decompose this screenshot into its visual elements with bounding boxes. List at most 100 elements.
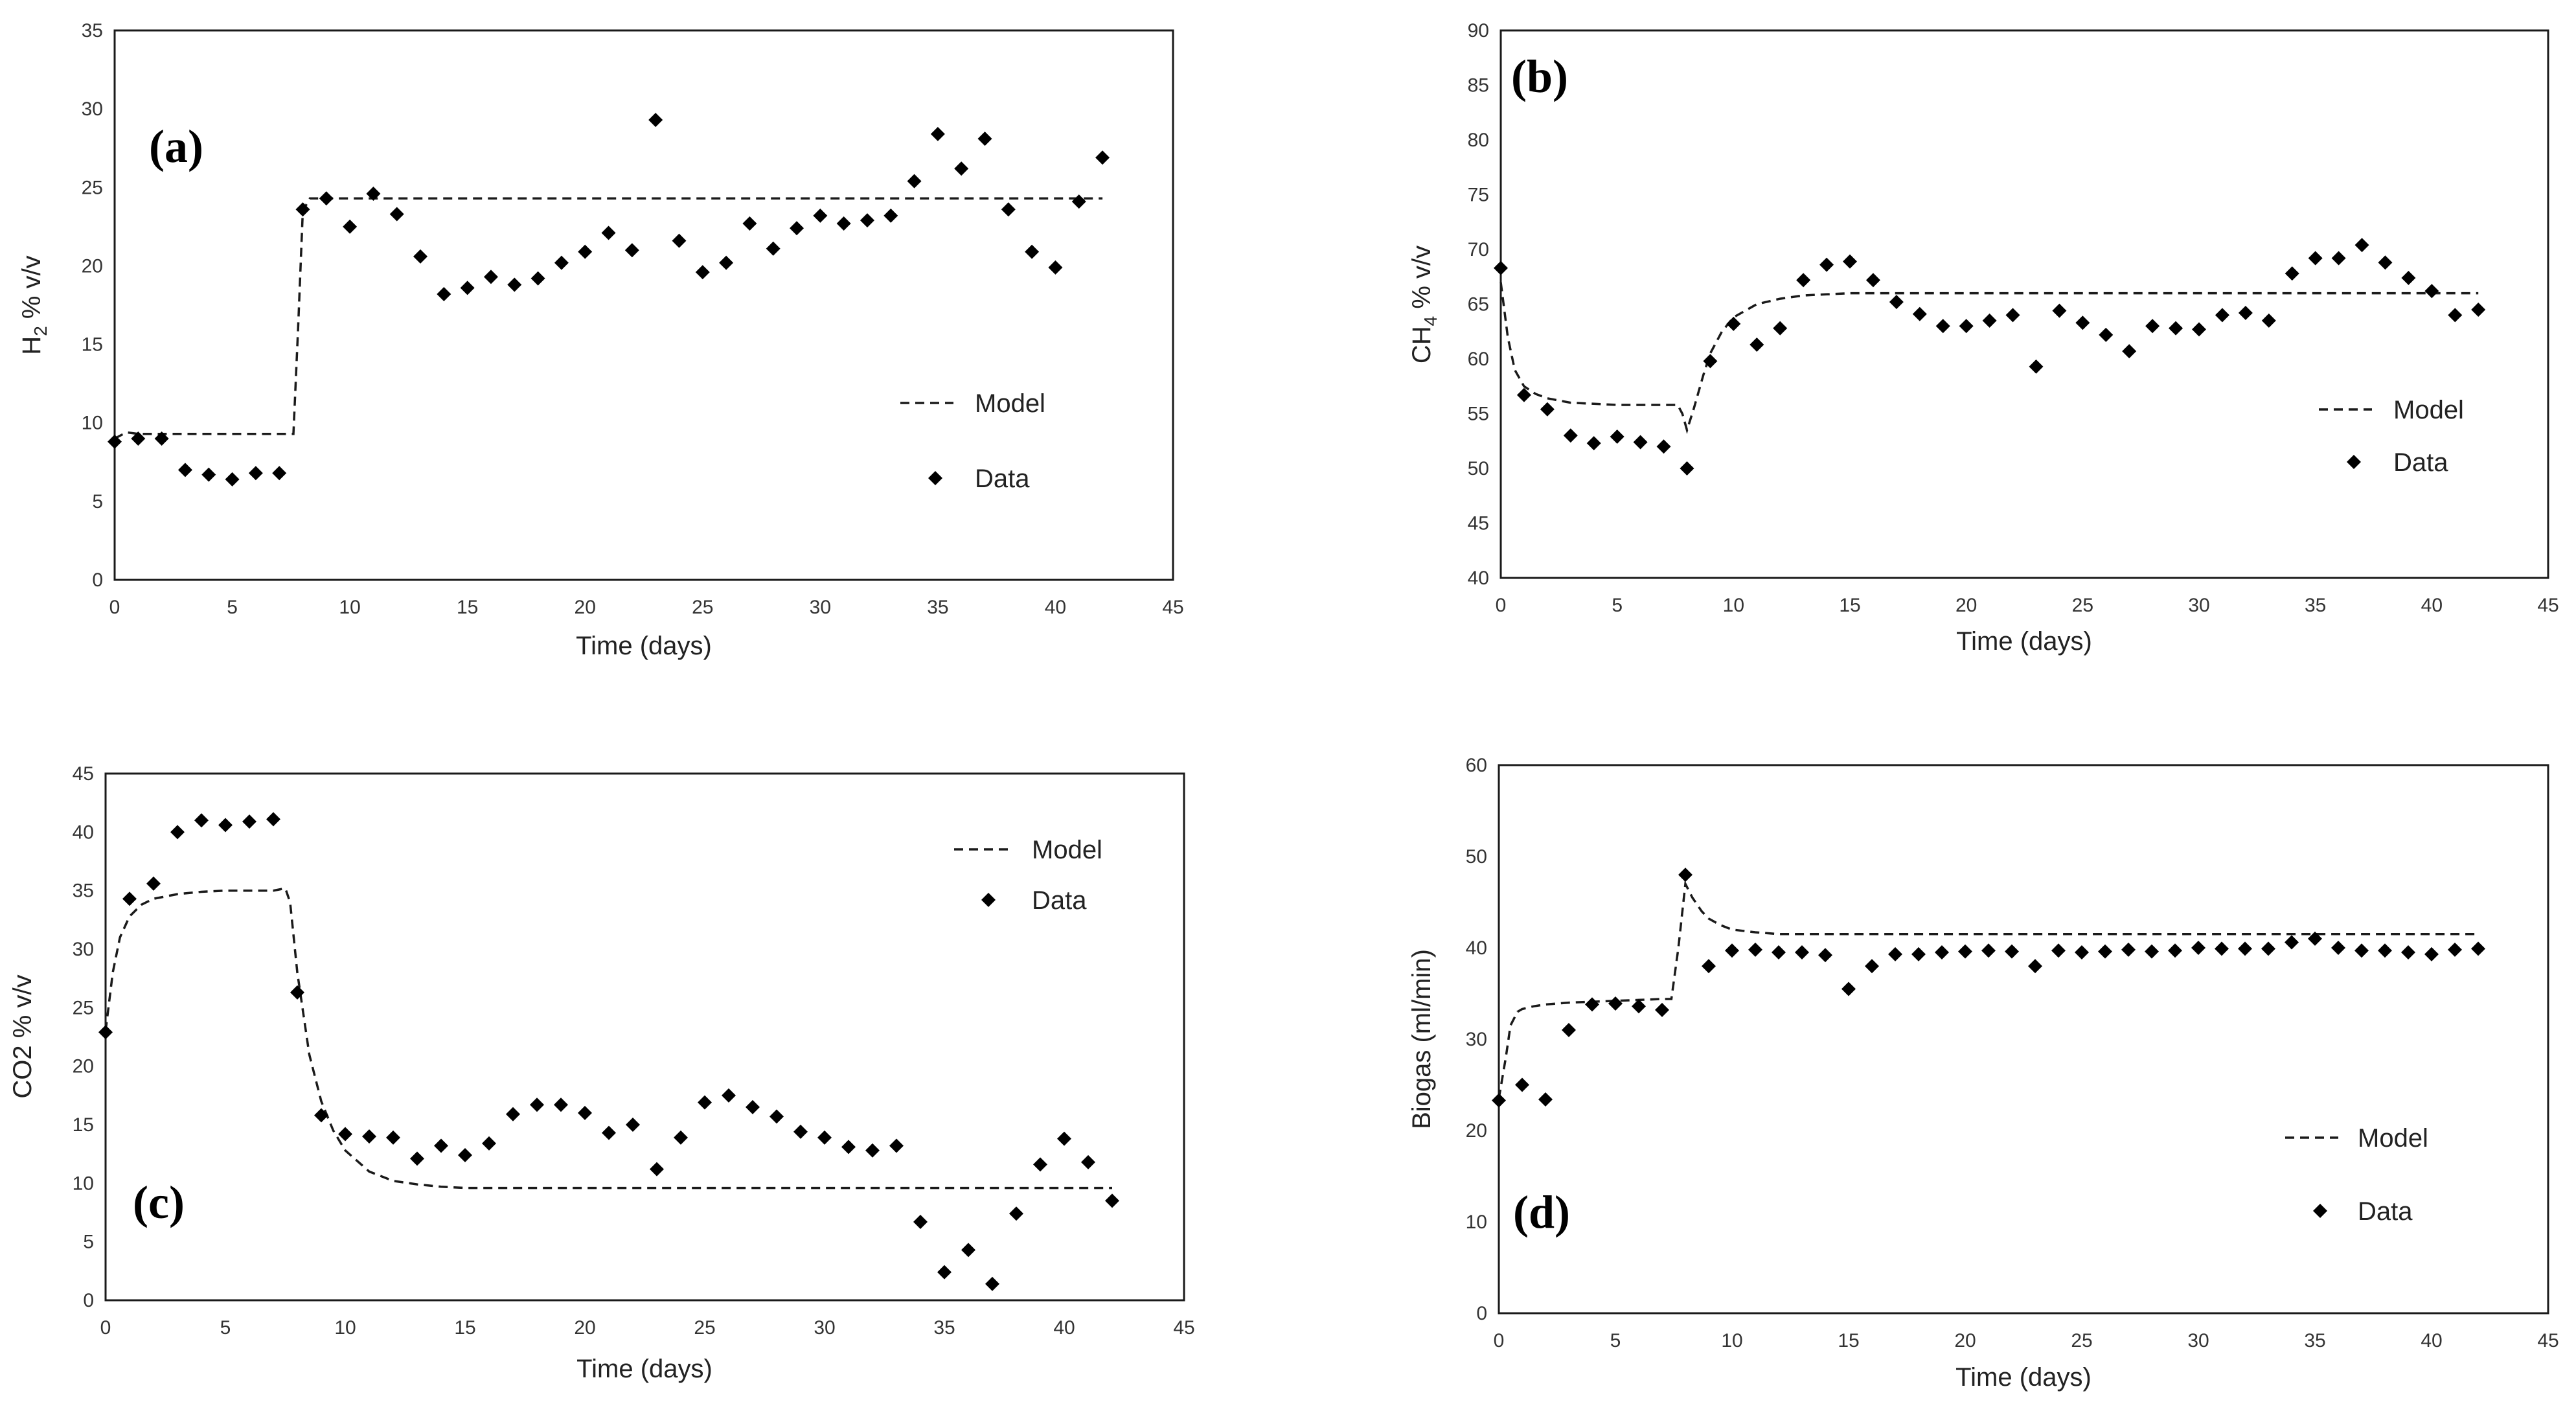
data-point	[1057, 1131, 1071, 1146]
data-point	[1105, 1193, 1119, 1208]
data-point	[2331, 941, 2345, 955]
data-point	[2354, 238, 2369, 253]
data-point	[695, 265, 710, 280]
y-tick-label: 60	[1468, 349, 1489, 370]
x-tick-label: 25	[2072, 595, 2093, 616]
data-point	[530, 1097, 544, 1112]
x-tick-label: 45	[1173, 1317, 1194, 1338]
y-tick-label: 40	[1466, 937, 1487, 959]
data-point	[719, 255, 734, 270]
x-axis-title: Time (days)	[576, 632, 712, 660]
data-point	[2401, 945, 2415, 960]
x-tick-label: 30	[2187, 1330, 2209, 1351]
x-tick-label: 40	[2421, 595, 2443, 616]
x-tick-label: 30	[810, 597, 831, 618]
data-point	[698, 1095, 712, 1110]
data-point	[1772, 945, 1786, 960]
data-point	[338, 1127, 352, 1142]
data-point	[483, 270, 498, 284]
y-tick-label: 70	[1468, 239, 1489, 260]
legend-model-label: Model	[2358, 1124, 2428, 1153]
y-tick-label: 35	[82, 20, 103, 41]
data-point	[2145, 319, 2160, 334]
data-point	[507, 277, 522, 292]
data-point	[578, 1105, 592, 1120]
data-point	[362, 1129, 376, 1144]
x-tick-label: 15	[457, 597, 478, 618]
x-tick-label: 0	[1496, 595, 1507, 616]
x-tick-label: 15	[454, 1317, 475, 1338]
data-point	[1912, 306, 1927, 321]
y-tick-label: 15	[82, 334, 103, 356]
data-point	[1819, 257, 1834, 272]
data-point	[458, 1147, 472, 1162]
legend-model-label: Model	[2393, 396, 2464, 424]
data-point	[1958, 944, 1972, 959]
plot-area	[104, 772, 1185, 1302]
chart-panel-c: 0 5 10 15 20 25 30 35 40 45 0 5 10 15 20 25 30 35 40 45 Time…	[8, 763, 1195, 1383]
chart-panel-a: 0 5 10 15 20 25 30 35 40 45 0 5 10 15 20 25 30 35 Time (da…	[17, 20, 1184, 660]
plot-area	[1499, 29, 2549, 579]
data-point	[672, 233, 687, 248]
panel-label: (b)	[1511, 51, 1568, 102]
data-point	[1911, 947, 1926, 961]
x-tick-label: 5	[227, 597, 238, 618]
data-point	[437, 287, 451, 302]
y-tick-label: 40	[1468, 568, 1489, 589]
x-tick-label: 20	[574, 1317, 595, 1338]
legend-data-label: Data	[2358, 1197, 2413, 1226]
data-point	[977, 132, 992, 146]
data-point	[624, 243, 639, 258]
data-point	[98, 1025, 113, 1040]
data-point	[2028, 959, 2042, 974]
data-point	[266, 812, 280, 827]
data-point	[1585, 997, 1599, 1012]
legend-data-swatch	[981, 893, 996, 907]
data-point	[2099, 327, 2114, 342]
data-point	[1562, 1022, 1576, 1037]
x-tick-label: 40	[1045, 597, 1066, 618]
data-point	[2424, 284, 2439, 299]
data-point	[1726, 316, 1741, 331]
data-point	[122, 891, 137, 906]
y-axis-title: CH4 % v/v	[1408, 246, 1441, 363]
y-tick-label: 80	[1468, 130, 1489, 151]
data-point	[194, 813, 209, 828]
y-tick-label: 0	[1476, 1303, 1487, 1324]
data-point	[2448, 942, 2462, 957]
x-tick-label: 30	[814, 1317, 835, 1338]
data-point	[650, 1162, 664, 1177]
panel-label: (a)	[149, 121, 203, 172]
y-axis-title-subscript: 4	[1420, 316, 1441, 327]
data-point	[1981, 943, 1996, 958]
data-point	[218, 818, 233, 833]
x-tick-label: 10	[339, 597, 360, 618]
data-point	[2121, 942, 2136, 957]
data-point	[2029, 359, 2044, 374]
y-tick-label: 40	[73, 821, 94, 843]
y-tick-label: 0	[92, 569, 103, 591]
data-point	[1935, 319, 1950, 334]
data-point	[389, 207, 404, 222]
x-tick-label: 0	[1494, 1330, 1505, 1351]
data-point	[954, 161, 969, 176]
data-point	[2005, 308, 2020, 323]
data-point	[1095, 150, 1110, 165]
y-tick-label: 10	[73, 1173, 94, 1194]
x-tick-label: 0	[100, 1317, 111, 1338]
data-point	[2051, 943, 2066, 958]
data-point	[578, 244, 593, 259]
data-point	[2238, 941, 2252, 956]
y-tick-label: 20	[73, 1056, 94, 1077]
legend-data-label: Data	[975, 465, 1030, 493]
y-tick-label: 25	[82, 177, 103, 198]
data-point	[1538, 1092, 1553, 1107]
data-point	[314, 1108, 328, 1123]
x-tick-label: 5	[1610, 1330, 1621, 1351]
data-point	[1750, 338, 1764, 352]
data-point	[366, 186, 381, 201]
data-point	[2471, 302, 2486, 317]
data-point	[1001, 202, 1016, 217]
x-tick-label: 15	[1838, 1330, 1859, 1351]
y-tick-label: 30	[82, 98, 103, 120]
